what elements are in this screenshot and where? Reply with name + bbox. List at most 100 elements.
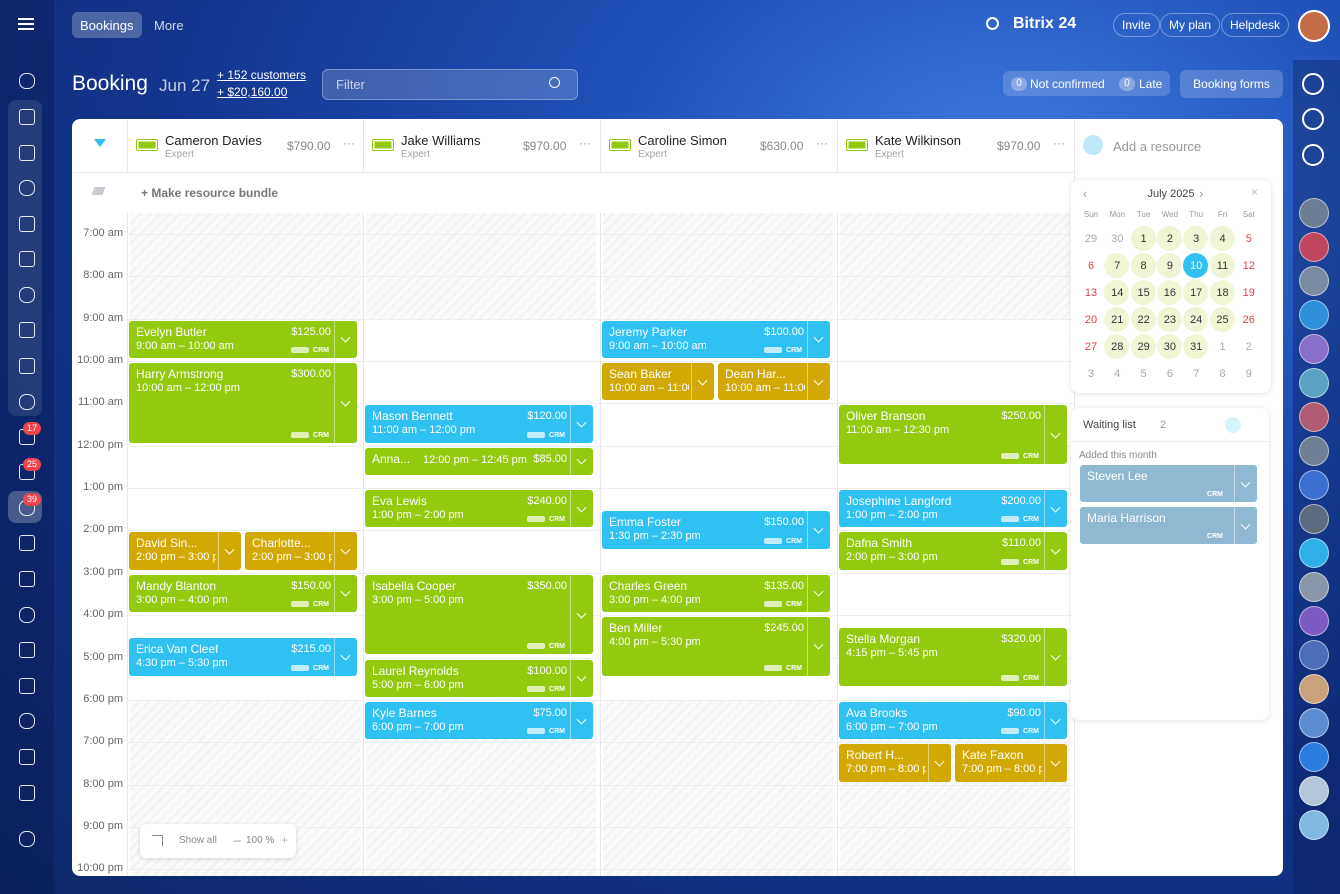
booking[interactable]: Charles Green 3:00 pm – 4:00 pm $135.00 CRM (602, 574, 830, 613)
day[interactable]: 20 (1084, 314, 1098, 326)
day[interactable]: 15 (1137, 287, 1150, 299)
nav-icon[interactable] (19, 109, 35, 125)
day[interactable]: 27 (1084, 341, 1098, 353)
prev-month[interactable]: ‹ (1083, 186, 1088, 201)
day[interactable]: 17 (1190, 287, 1203, 299)
day[interactable]: 29 (1084, 233, 1098, 245)
booking-menu[interactable] (807, 574, 830, 613)
item-menu[interactable] (1234, 507, 1257, 544)
day[interactable]: 6 (1087, 260, 1095, 272)
day[interactable]: 21 (1111, 314, 1124, 326)
booking-menu[interactable] (334, 320, 357, 359)
resource-name[interactable]: Kate Wilkinson (875, 133, 961, 148)
day[interactable]: 3 (1087, 368, 1095, 380)
booking[interactable]: Ben Miller 4:00 pm – 5:30 pm $245.00 CRM (602, 617, 830, 676)
nav-icon[interactable] (19, 322, 35, 338)
booking[interactable]: Ava Brooks 6:00 pm – 7:00 pm $90.00 CRM (839, 701, 1067, 740)
helpdesk-button[interactable]: Helpdesk (1221, 13, 1290, 37)
day[interactable]: 16 (1163, 287, 1177, 299)
nav-icon[interactable] (19, 394, 35, 410)
booking-menu[interactable] (218, 532, 241, 570)
booking[interactable]: Kate Faxon 7:00 pm – 8:00 p (955, 744, 1067, 782)
nav-icon[interactable] (19, 785, 35, 801)
booking-menu[interactable] (1044, 405, 1067, 464)
avatar[interactable] (1299, 198, 1329, 228)
day[interactable]: 4 (1114, 368, 1121, 380)
menu-icon[interactable] (18, 18, 34, 20)
zoom-out[interactable]: – (234, 833, 241, 847)
resource-name[interactable]: Caroline Simon (638, 133, 727, 148)
resource-menu[interactable]: ··· (816, 136, 828, 150)
avatar[interactable] (1299, 232, 1329, 262)
booking-menu[interactable] (570, 490, 593, 528)
day[interactable]: 28 (1111, 341, 1124, 353)
nav-icon[interactable] (19, 571, 35, 587)
expand-icon[interactable] (152, 835, 163, 846)
resource-menu[interactable]: ··· (343, 136, 355, 150)
day[interactable]: 3 (1193, 233, 1200, 245)
booking[interactable]: Kyle Barnes 6:00 pm – 7:00 pm $75.00 CRM (365, 701, 593, 740)
avatar[interactable] (1299, 742, 1329, 772)
avatar[interactable] (1299, 368, 1329, 398)
day[interactable]: 9 (1166, 260, 1173, 272)
tab[interactable]: More (154, 18, 184, 33)
booking-menu[interactable] (807, 363, 830, 401)
booking-forms-button[interactable]: Booking forms (1180, 70, 1283, 98)
close[interactable]: × (1251, 185, 1259, 199)
avatar[interactable] (1299, 538, 1329, 568)
waiting-item[interactable]: Maria Harrison CRM (1080, 507, 1257, 544)
filter-search-icon[interactable] (549, 77, 560, 88)
booking-menu[interactable] (570, 701, 593, 740)
nav-icon[interactable] (19, 251, 35, 267)
tab[interactable]: Bookings (80, 18, 134, 33)
avatar[interactable] (1299, 674, 1329, 704)
booking-menu[interactable] (570, 405, 593, 443)
day[interactable]: 24 (1190, 314, 1203, 326)
booking-menu[interactable] (807, 617, 830, 676)
resource-name[interactable]: Jake Williams (401, 133, 481, 148)
booking[interactable]: Sean Baker 10:00 am – 11:00 (602, 363, 714, 401)
resource-name[interactable]: Cameron Davies (165, 133, 262, 148)
avatar[interactable] (1299, 810, 1329, 840)
nav-icon[interactable] (19, 831, 35, 847)
booking-menu[interactable] (1044, 627, 1067, 687)
tab-active[interactable] (72, 12, 142, 38)
avatar[interactable] (1299, 640, 1329, 670)
day[interactable]: 7 (1193, 368, 1200, 380)
booking-menu[interactable] (570, 574, 593, 655)
next-month[interactable]: › (1199, 186, 1204, 201)
day[interactable]: 6 (1166, 368, 1173, 380)
nav-icon[interactable] (19, 287, 35, 303)
status-counters[interactable] (1003, 71, 1170, 96)
avatar[interactable] (1299, 776, 1329, 806)
search-icon[interactable] (986, 17, 999, 30)
day[interactable]: 12 (1242, 260, 1255, 272)
day[interactable]: 7 (1114, 260, 1121, 272)
booking[interactable]: Jeremy Parker 9:00 am – 10:00 am $100.00 CR… (602, 320, 830, 359)
day[interactable]: 30 (1111, 233, 1124, 245)
day[interactable]: 26 (1242, 314, 1255, 326)
day[interactable]: 18 (1216, 287, 1229, 299)
nav-icon[interactable] (19, 180, 35, 196)
day[interactable]: 29 (1137, 341, 1150, 353)
avatar[interactable] (1299, 334, 1329, 364)
day[interactable]: 2 (1245, 341, 1252, 353)
day[interactable]: 5 (1245, 233, 1252, 245)
booking[interactable]: Harry Armstrong 10:00 am – 12:00 pm $300.0… (129, 363, 357, 443)
right-icon[interactable] (1302, 73, 1324, 95)
day[interactable]: 31 (1190, 341, 1203, 353)
avatar[interactable] (1299, 470, 1329, 500)
day[interactable]: 19 (1242, 287, 1255, 299)
booking[interactable]: Laurel Reynolds 5:00 pm – 6:00 pm $100.00 C… (365, 659, 593, 697)
day[interactable]: 13 (1084, 287, 1098, 299)
booking[interactable]: Mandy Blanton 3:00 pm – 4:00 pm $150.00 CRM (129, 574, 357, 613)
resource-menu[interactable]: ··· (1053, 136, 1065, 150)
filter-input[interactable] (322, 69, 578, 100)
avatar[interactable] (1299, 436, 1329, 466)
avatar[interactable] (1299, 266, 1329, 296)
zoom-in[interactable]: + (281, 833, 289, 847)
add-resource[interactable]: Add a resource (1113, 139, 1202, 154)
booking-menu[interactable] (334, 574, 357, 613)
day[interactable]: 25 (1216, 314, 1229, 326)
day[interactable]: 14 (1111, 287, 1124, 299)
